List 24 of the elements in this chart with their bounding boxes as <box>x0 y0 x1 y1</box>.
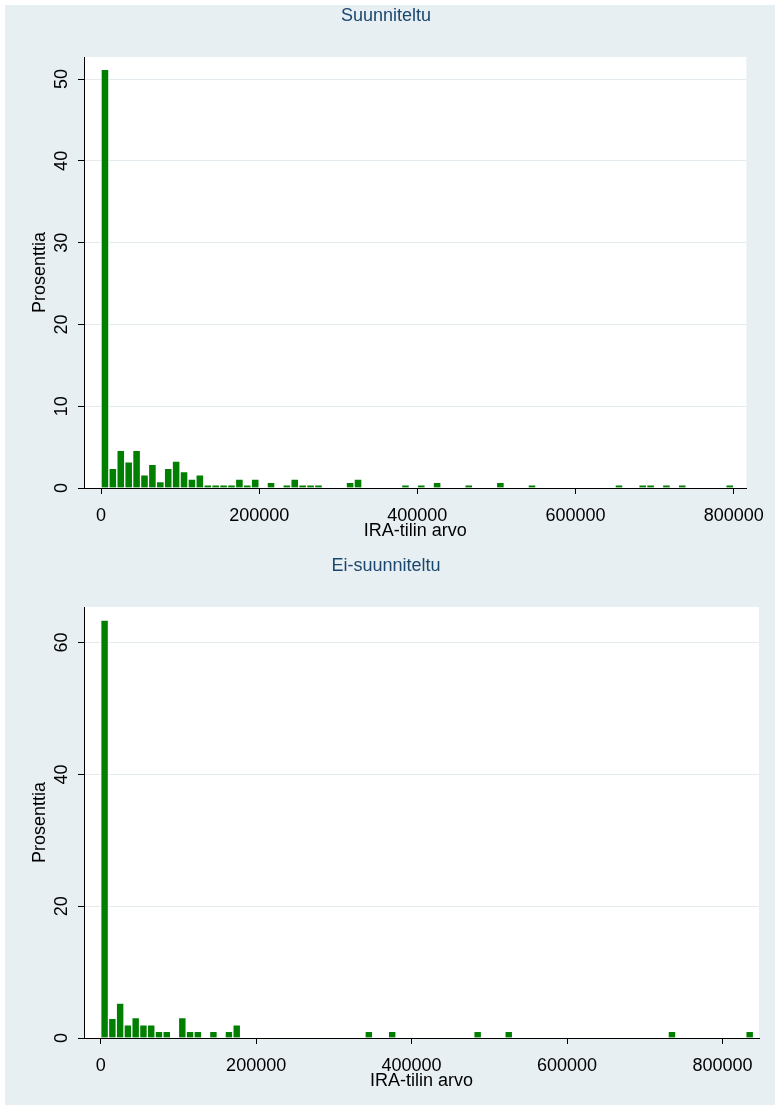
y-tick-label: 0 <box>50 482 71 494</box>
x-tick-label: 200000 <box>229 504 290 525</box>
y-tick-label: 50 <box>50 69 71 90</box>
y-tick-label: 30 <box>50 232 71 253</box>
x-tick-label: 600000 <box>545 504 606 525</box>
y-axis-title: Prosenttia <box>28 780 49 864</box>
y-tick-label: 20 <box>50 314 71 335</box>
chart-title: Ei-suunniteltu <box>331 554 441 575</box>
x-tick-label: 800000 <box>703 504 764 525</box>
x-tick-label: 0 <box>95 1054 106 1075</box>
y-tick-label: 40 <box>50 764 71 785</box>
y-tick-label: 20 <box>50 896 71 917</box>
y-tick-label: 60 <box>50 632 71 653</box>
x-axis-title: IRA-tilin arvo <box>369 1070 474 1091</box>
x-tick-label: 600000 <box>536 1054 598 1075</box>
y-tick-label: 40 <box>50 150 71 171</box>
x-axis-title: IRA-tilin arvo <box>363 520 467 541</box>
x-tick-label: 800000 <box>692 1054 753 1075</box>
chart-title: Suunniteltu <box>340 4 432 25</box>
y-tick-label: 0 <box>50 1032 71 1044</box>
y-axis-title: Prosenttia <box>28 230 49 314</box>
y-tick-label: 10 <box>50 396 71 417</box>
x-tick-label: 200000 <box>226 1054 287 1075</box>
x-tick-label: 0 <box>95 504 107 525</box>
